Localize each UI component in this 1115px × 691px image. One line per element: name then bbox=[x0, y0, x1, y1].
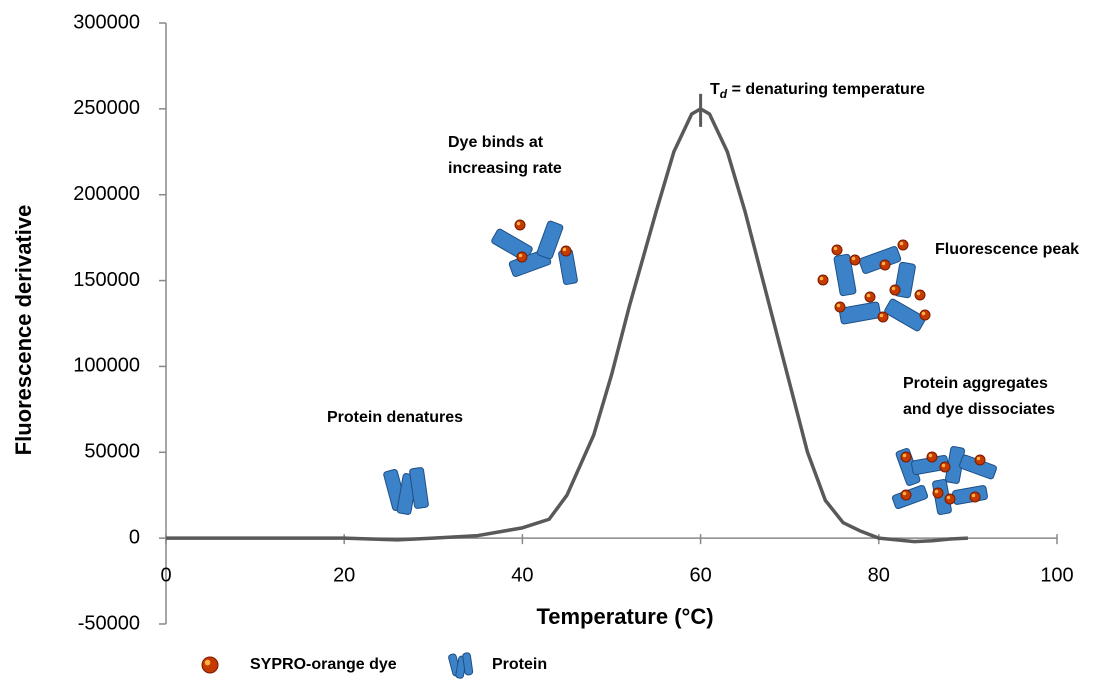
annotation: Protein denatures bbox=[327, 409, 463, 426]
y-tick-label: 150000 bbox=[73, 269, 140, 291]
td-main: T bbox=[710, 81, 720, 98]
td-rest: = denaturing temperature bbox=[727, 81, 925, 98]
dye-glow bbox=[833, 246, 838, 251]
td-sub: d bbox=[720, 87, 728, 101]
dye-glow bbox=[902, 453, 907, 458]
y-tick-label: 100000 bbox=[73, 355, 140, 377]
dye-dot bbox=[879, 259, 891, 271]
y-tick-label: -50000 bbox=[78, 612, 140, 634]
dye-glow bbox=[204, 659, 211, 666]
protein-helix bbox=[536, 220, 564, 260]
dye-dot bbox=[849, 254, 861, 266]
dye-glow bbox=[941, 463, 946, 468]
y-tick-label: 50000 bbox=[84, 441, 140, 463]
x-tick-label: 100 bbox=[1040, 564, 1073, 586]
dye-dot bbox=[900, 451, 912, 463]
dye-dot bbox=[516, 251, 528, 263]
dye-dot bbox=[817, 274, 829, 286]
dye-dot bbox=[514, 219, 526, 231]
protein-helix bbox=[409, 467, 429, 509]
data-line bbox=[166, 107, 968, 544]
x-tick-label: 80 bbox=[868, 564, 890, 586]
dye-glow bbox=[976, 456, 981, 461]
dye-glow bbox=[516, 221, 521, 226]
dye-dot bbox=[834, 301, 846, 313]
protein-helix bbox=[462, 652, 474, 676]
y-tick-label: 0 bbox=[129, 526, 140, 548]
dye-glow bbox=[518, 253, 523, 258]
dye-dot bbox=[974, 454, 986, 466]
dye-dot bbox=[900, 489, 912, 501]
annotation: Protein aggregates bbox=[903, 375, 1048, 392]
dye-glow bbox=[946, 495, 951, 500]
annotation: Dye binds at bbox=[448, 134, 544, 151]
legend-label: Protein bbox=[492, 656, 547, 673]
dye-glow bbox=[921, 311, 926, 316]
dye-dot bbox=[889, 284, 901, 296]
dye-glow bbox=[891, 286, 896, 291]
dye-dot bbox=[926, 451, 938, 463]
y-tick-label: 200000 bbox=[73, 183, 140, 205]
protein-helix bbox=[833, 253, 857, 297]
dye-glow bbox=[866, 293, 871, 298]
annotation: increasing rate bbox=[448, 160, 562, 177]
dye-dot bbox=[939, 461, 951, 473]
dye-glow bbox=[819, 276, 824, 281]
dye-glow bbox=[836, 303, 841, 308]
protein-helix bbox=[858, 245, 902, 275]
x-tick-label: 60 bbox=[689, 564, 711, 586]
x-tick-label: 40 bbox=[511, 564, 533, 586]
dye-dot bbox=[919, 309, 931, 321]
y-tick-label: 250000 bbox=[73, 97, 140, 119]
dye-glow bbox=[971, 493, 976, 498]
x-tick-label: 0 bbox=[160, 564, 171, 586]
dye-glow bbox=[851, 256, 856, 261]
dye-glow bbox=[879, 313, 884, 318]
dye-glow bbox=[934, 489, 939, 494]
dye-glow bbox=[899, 241, 904, 246]
dye-glow bbox=[902, 491, 907, 496]
dye-glow bbox=[562, 247, 567, 252]
dye-dot bbox=[969, 491, 981, 503]
x-tick-label: 20 bbox=[333, 564, 355, 586]
dye-glow bbox=[928, 453, 933, 458]
annotation: Fluorescence peak bbox=[935, 241, 1079, 258]
protein-helix bbox=[838, 301, 882, 325]
legend-label: SYPRO-orange dye bbox=[250, 656, 397, 673]
y-axis-title: Fluorescence derivative bbox=[11, 205, 36, 456]
dye-glow bbox=[916, 291, 921, 296]
dye-dot bbox=[201, 656, 219, 674]
dye-dot bbox=[944, 493, 956, 505]
dye-dot bbox=[831, 244, 843, 256]
y-tick-label: 300000 bbox=[73, 11, 140, 33]
dye-dot bbox=[877, 311, 889, 323]
td-label: Td = denaturing temperature bbox=[710, 81, 925, 101]
dye-dot bbox=[560, 245, 572, 257]
dye-dot bbox=[897, 239, 909, 251]
dye-glow bbox=[881, 261, 886, 266]
annotation: and dye dissociates bbox=[903, 401, 1055, 418]
protein-helix bbox=[884, 298, 926, 332]
x-axis-title: Temperature (°C) bbox=[536, 604, 713, 629]
dye-dot bbox=[864, 291, 876, 303]
dye-dot bbox=[914, 289, 926, 301]
dye-dot bbox=[932, 487, 944, 499]
